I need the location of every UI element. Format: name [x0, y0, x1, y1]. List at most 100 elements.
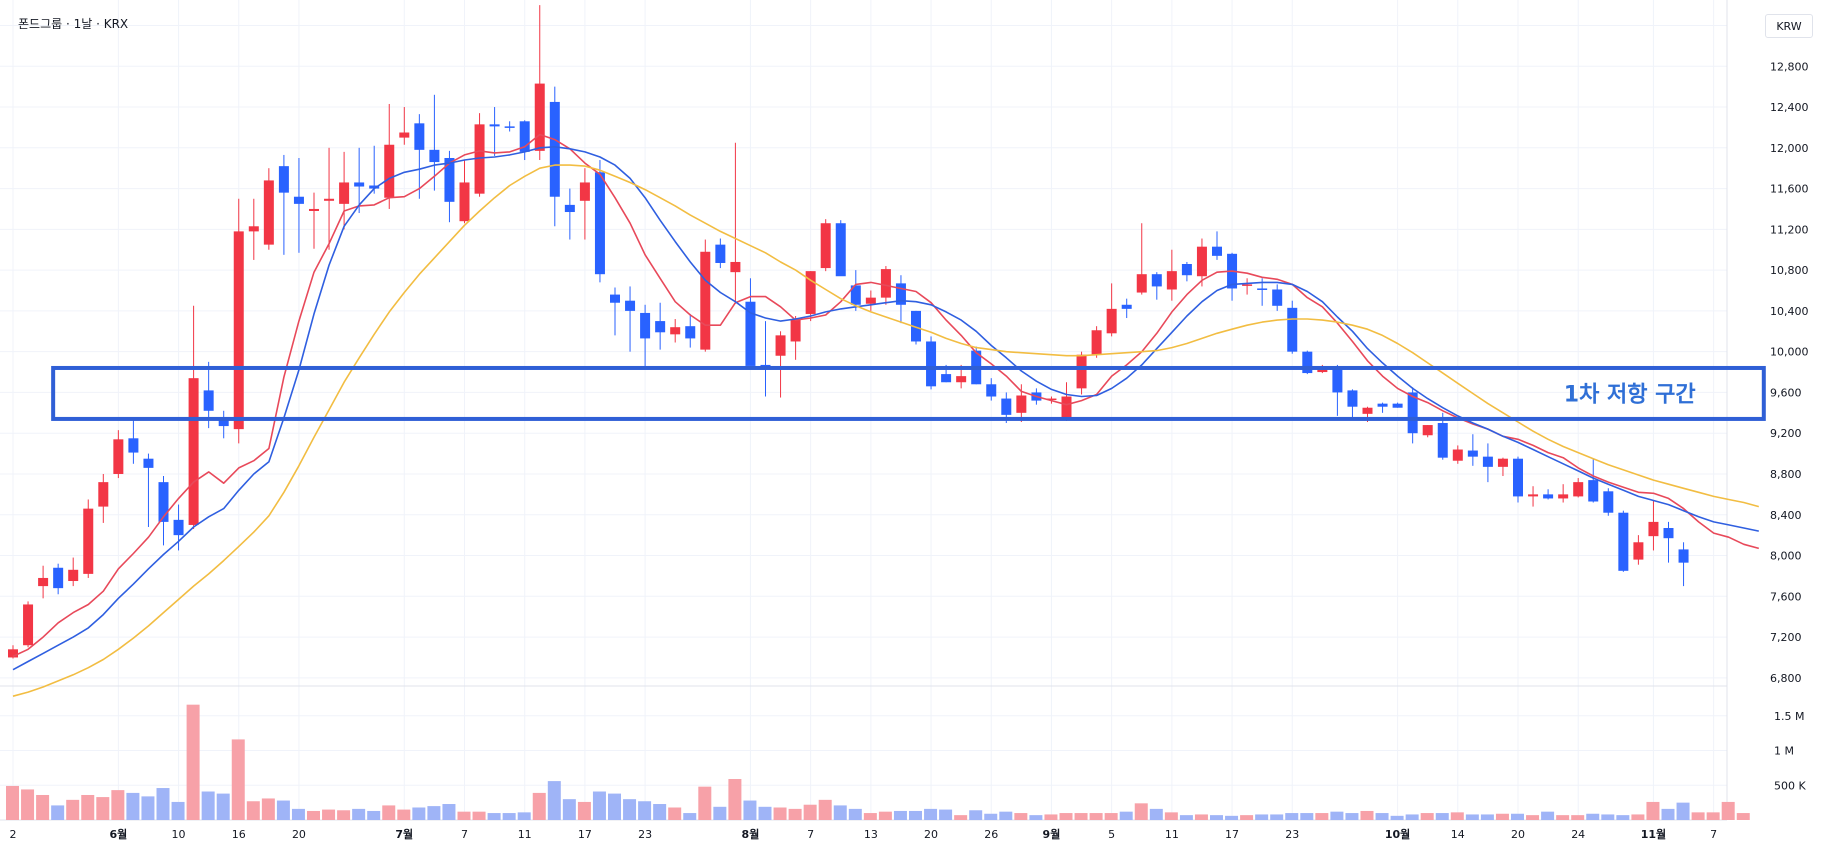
- resistance-zone-box[interactable]: [51, 365, 1766, 421]
- volume-bar: [1556, 815, 1570, 820]
- volume-bar: [623, 799, 637, 820]
- candle: [820, 219, 831, 272]
- candle-body: [1437, 423, 1448, 458]
- candle-body: [1212, 246, 1222, 256]
- candle-body: [263, 180, 274, 245]
- volume-bar: [1435, 813, 1449, 820]
- volume-bar: [848, 808, 862, 820]
- candle: [1287, 300, 1298, 354]
- volume-bar: [442, 804, 456, 820]
- volume-bar: [893, 810, 907, 820]
- candle-body: [956, 376, 967, 383]
- candle: [610, 287, 620, 336]
- candle-body: [233, 231, 244, 430]
- volume-bar: [1255, 814, 1269, 820]
- candle-body: [670, 327, 681, 335]
- volume-bar: [1586, 813, 1600, 820]
- candle-body: [444, 157, 455, 202]
- candle: [1558, 484, 1569, 503]
- candle-body: [700, 251, 711, 350]
- volume-bar: [668, 807, 682, 820]
- price-tick-label: 11,600: [1770, 183, 1809, 196]
- volume-bar: [291, 808, 305, 820]
- volume-bar: [1736, 813, 1750, 820]
- volume-bar: [367, 810, 381, 820]
- candle: [1513, 456, 1523, 503]
- candle-body: [1121, 304, 1132, 309]
- volume-bar: [1691, 812, 1705, 820]
- candle-body: [685, 326, 696, 339]
- candle: [173, 504, 184, 551]
- volume-bar: [969, 810, 983, 820]
- candle: [263, 168, 274, 250]
- candle: [1467, 434, 1478, 466]
- candle: [8, 645, 18, 659]
- time-tick-label: 7: [461, 828, 468, 841]
- volume-bar: [1315, 813, 1329, 820]
- candle: [1603, 488, 1614, 516]
- candle: [1377, 402, 1388, 413]
- volume-bar: [171, 801, 185, 820]
- candle-body: [1497, 458, 1508, 467]
- volume-bar: [36, 794, 50, 820]
- candle-body: [128, 438, 139, 453]
- currency-button[interactable]: KRW: [1765, 14, 1813, 38]
- volume-bar: [638, 801, 652, 820]
- candle: [1121, 298, 1132, 319]
- resistance-zone[interactable]: 1차 저항 구간: [51, 365, 1766, 421]
- volume-bar: [1149, 808, 1163, 820]
- candle: [339, 151, 350, 230]
- candle: [399, 107, 410, 145]
- price-axis-labels[interactable]: 6,800 7,200 7,600 8,000 8,400 8,800 9,200 9,600…: [1770, 19, 1809, 684]
- candle-body: [1663, 528, 1674, 539]
- volume-bar: [954, 815, 968, 820]
- volume-bar: [472, 811, 486, 820]
- candle-body: [865, 297, 876, 304]
- volume-bar: [1285, 813, 1299, 820]
- time-tick-label: 20: [1511, 828, 1525, 841]
- candle-body: [369, 185, 380, 189]
- candle-body: [1648, 521, 1659, 537]
- time-tick-label: 6월: [109, 827, 127, 841]
- candle-body: [1091, 330, 1102, 355]
- candle: [248, 198, 259, 260]
- volume-bar: [1721, 801, 1735, 820]
- volume-bar: [1571, 815, 1585, 820]
- candle: [926, 336, 937, 390]
- candle-body: [1016, 395, 1027, 413]
- candle-body: [1588, 480, 1599, 502]
- candle: [414, 114, 425, 199]
- volume-bar: [788, 808, 802, 820]
- candlesticks: [8, 5, 1689, 659]
- volume-bar: [909, 810, 922, 820]
- time-axis-labels[interactable]: 2 6월 10 16 20 7월 7 11 17 23 8월 7 13 20 26 9월 5 11 17 23 10월 1…: [10, 827, 1718, 841]
- volume-bar: [487, 813, 501, 820]
- volume-bar: [683, 813, 697, 820]
- candle: [1242, 278, 1253, 295]
- candle-body: [926, 341, 937, 387]
- volume-bar: [1300, 813, 1314, 820]
- volume-bar: [231, 739, 245, 820]
- volume-bar: [1014, 813, 1028, 820]
- candle: [700, 239, 711, 352]
- volume-bar: [1029, 815, 1043, 820]
- candle: [1196, 238, 1207, 287]
- candle-body: [1272, 289, 1283, 306]
- candle: [324, 147, 335, 250]
- volume-bar: [111, 790, 125, 820]
- candle-body: [293, 196, 304, 204]
- candle-body: [655, 321, 666, 333]
- candle-body: [640, 312, 651, 339]
- candle-body: [850, 285, 861, 305]
- volume-bar: [878, 811, 892, 820]
- candle-body: [1106, 308, 1117, 334]
- candle: [760, 321, 771, 397]
- volume-bar: [1360, 810, 1374, 820]
- candle-body: [1136, 274, 1147, 293]
- candle-body: [429, 149, 440, 163]
- candle: [1422, 425, 1433, 438]
- candle-body: [158, 482, 169, 522]
- price-tick-label: 12,000: [1770, 142, 1809, 155]
- time-tick-label: 8월: [742, 827, 760, 841]
